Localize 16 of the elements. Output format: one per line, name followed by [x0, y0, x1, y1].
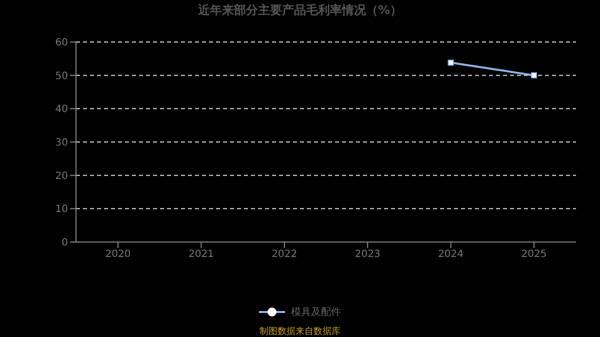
text: 制图数据来自数据库 — [258, 326, 342, 337]
x-tick-label: 2020 — [105, 249, 131, 260]
x-tick-label: 2021 — [188, 249, 214, 260]
y-tick-label: 0 — [62, 238, 68, 249]
y-tick-label: 10 — [55, 204, 68, 216]
legend-label: 模具及配件 — [291, 306, 341, 319]
y-tick-label: 40 — [55, 104, 68, 116]
x-tick-label: 2024 — [438, 249, 464, 260]
chart-title: 近年来部分主要产品毛利率情况（%） — [196, 2, 404, 19]
x-tick-label: 2022 — [272, 249, 298, 260]
y-tick-label: 20 — [55, 170, 68, 182]
y-tick-label: 50 — [55, 70, 68, 82]
y-tick-label: 30 — [55, 138, 68, 149]
y-tick-label: 60 — [55, 38, 68, 49]
x-tick-label: 2025 — [521, 249, 547, 260]
x-tick-label: 2023 — [354, 249, 380, 260]
